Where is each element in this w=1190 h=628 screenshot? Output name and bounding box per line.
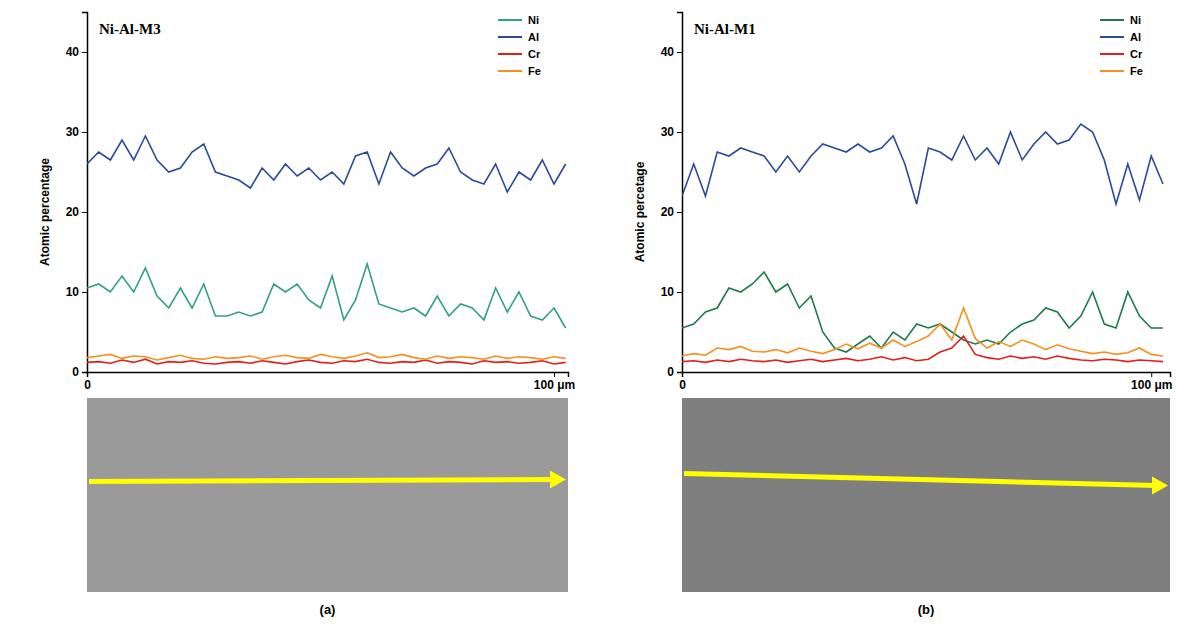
y-tick-mark xyxy=(677,52,682,53)
y-tick-label: 0 xyxy=(72,365,79,379)
scan-arrow-head xyxy=(550,470,566,488)
legend: Ni Al Cr Fe xyxy=(1100,14,1143,77)
figure: 0 100 μm 0 10 20 30 40 Atomic percentage Ni-Al-M… xyxy=(0,0,1190,628)
scan-arrow xyxy=(89,479,554,481)
legend-label: Al xyxy=(1130,31,1141,43)
y-tick-label: 10 xyxy=(661,285,675,299)
x-tick-label: 0 xyxy=(84,378,91,392)
y-tick-label: 30 xyxy=(661,125,675,139)
legend-swatch xyxy=(498,70,522,72)
series-line xyxy=(87,353,566,360)
x-axis-line xyxy=(683,373,1171,378)
plot-area xyxy=(682,124,1163,362)
y-tick-mark xyxy=(677,132,682,133)
scan-arrow xyxy=(684,473,1156,485)
x-axis-line xyxy=(88,373,569,378)
y-tick-mark xyxy=(82,292,87,293)
panel-label: (b) xyxy=(918,602,935,617)
series-line xyxy=(682,272,1163,352)
y-tick-label: 20 xyxy=(66,205,80,219)
y-tick-label: 0 xyxy=(667,365,674,379)
y-tick-label: 30 xyxy=(66,125,80,139)
series-line xyxy=(87,136,566,192)
x-axis: 0 100 μm xyxy=(679,372,1172,392)
legend-swatch xyxy=(498,36,522,38)
legend-swatch xyxy=(1100,53,1124,55)
x-axis: 0 100 μm xyxy=(84,372,575,392)
y-tick: 0 xyxy=(667,365,682,379)
legend: Ni Al Cr Fe xyxy=(498,14,541,77)
x-tick-mark xyxy=(554,372,555,377)
y-tick-label: 10 xyxy=(66,285,80,299)
legend-swatch xyxy=(498,53,522,55)
legend-swatch xyxy=(1100,19,1124,21)
sem-image xyxy=(682,398,1170,592)
series-line xyxy=(682,336,1163,362)
y-axis: 0 10 20 30 40 xyxy=(66,13,88,380)
scan-arrow-head xyxy=(1152,476,1168,494)
legend-swatch xyxy=(1100,70,1124,72)
legend-swatch xyxy=(498,19,522,21)
y-tick: 0 xyxy=(72,365,87,379)
legend-swatch xyxy=(1100,36,1124,38)
y-tick-mark xyxy=(82,212,87,213)
legend-label: Al xyxy=(528,31,539,43)
panel-label: (a) xyxy=(320,602,336,617)
y-tick-mark xyxy=(82,372,87,373)
chart-title: Ni-Al-M3 xyxy=(99,21,161,37)
sem-image xyxy=(87,398,568,592)
y-tick: 30 xyxy=(66,125,87,139)
series-line xyxy=(682,124,1163,204)
y-tick-label: 20 xyxy=(661,205,675,219)
y-tick: 20 xyxy=(661,205,682,219)
y-tick: 40 xyxy=(66,45,87,59)
x-tick-label: 100 μm xyxy=(1131,378,1172,392)
chart-title: Ni-Al-M1 xyxy=(694,21,756,37)
series-line xyxy=(682,308,1163,356)
y-tick-label: 40 xyxy=(661,45,675,59)
y-tick: 20 xyxy=(66,205,87,219)
legend-label: Fe xyxy=(528,65,541,77)
y-axis-line xyxy=(677,13,683,373)
y-tick: 10 xyxy=(66,285,87,299)
y-tick: 30 xyxy=(661,125,682,139)
y-tick-mark xyxy=(82,52,87,53)
legend-label: Cr xyxy=(1130,48,1143,60)
y-tick: 10 xyxy=(661,285,682,299)
y-tick-mark xyxy=(82,132,87,133)
x-tick: 0 xyxy=(679,372,686,392)
y-tick-mark xyxy=(677,292,682,293)
panel: 0 100 μm 0 10 20 30 40 Atomic percetage Ni-Al-M1… xyxy=(633,13,1172,618)
y-tick-mark xyxy=(677,212,682,213)
x-tick-label: 0 xyxy=(679,378,686,392)
x-tick-mark xyxy=(1151,372,1152,377)
legend-label: Ni xyxy=(1130,14,1141,26)
y-axis-line xyxy=(82,13,88,373)
series-line xyxy=(87,264,566,328)
y-axis: 0 10 20 30 40 xyxy=(661,13,683,380)
y-tick-label: 40 xyxy=(66,45,80,59)
y-tick: 40 xyxy=(661,45,682,59)
y-tick-mark xyxy=(677,372,682,373)
micrograph xyxy=(682,398,1170,592)
x-tick-label: 100 μm xyxy=(534,378,575,392)
x-tick: 0 xyxy=(84,372,91,392)
y-axis-title: Atomic percentage xyxy=(38,158,52,266)
micrograph xyxy=(87,398,568,592)
legend-label: Cr xyxy=(528,48,541,60)
y-axis-title: Atomic percetage xyxy=(633,161,647,262)
x-tick: 100 μm xyxy=(1131,372,1172,392)
x-tick: 100 μm xyxy=(534,372,575,392)
legend-label: Ni xyxy=(528,14,539,26)
plot-area xyxy=(87,136,566,364)
panel: 0 100 μm 0 10 20 30 40 Atomic percentage Ni-Al-M… xyxy=(38,13,575,618)
legend-label: Fe xyxy=(1130,65,1143,77)
